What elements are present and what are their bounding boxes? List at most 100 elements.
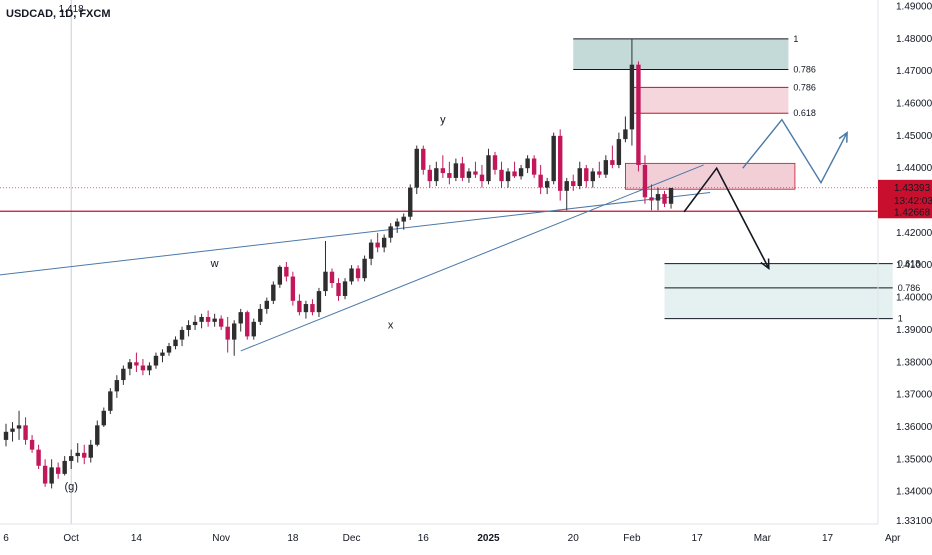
candle-body xyxy=(36,449,41,466)
candle-body xyxy=(29,439,35,450)
candle-body xyxy=(518,168,524,177)
candle-body xyxy=(408,187,413,217)
fib-zone xyxy=(664,263,893,319)
wave-label: (g) xyxy=(64,481,77,493)
candle-body xyxy=(55,467,61,474)
candle-body xyxy=(590,171,595,182)
candle-body xyxy=(486,155,491,182)
time-tick-label: 17 xyxy=(692,533,704,544)
candle-body xyxy=(277,266,283,285)
fib-zone xyxy=(631,87,789,114)
candle-body xyxy=(544,181,550,188)
candle-body xyxy=(623,129,628,140)
candle-body xyxy=(368,242,374,259)
price-tick-label: 1.48000 xyxy=(896,34,932,45)
candle-body xyxy=(362,258,367,279)
candle-body xyxy=(69,456,74,461)
candle-body xyxy=(303,304,309,313)
candle-body xyxy=(453,163,459,178)
candle-body xyxy=(238,312,243,324)
candle-body xyxy=(584,168,589,182)
candle-body xyxy=(271,284,276,301)
candle-body xyxy=(192,321,198,326)
candle-body xyxy=(668,187,674,204)
vertical-marker-label: 1.418 xyxy=(59,4,84,15)
time-tick-label: Apr xyxy=(885,533,901,544)
candle-body xyxy=(290,276,296,301)
candle-body xyxy=(492,155,498,170)
candle-body xyxy=(564,181,569,191)
time-tick-label: 2025 xyxy=(477,533,500,544)
time-tick-label: 16 xyxy=(418,533,430,544)
candle-body xyxy=(218,318,224,327)
price-tick-label: 1.38000 xyxy=(896,357,932,368)
projection-path-bullish xyxy=(742,118,848,185)
price-tick-label: 1.41000 xyxy=(896,260,932,271)
candle-body xyxy=(95,425,100,445)
candle-body xyxy=(355,268,361,279)
candle-body xyxy=(329,271,335,284)
candle-body xyxy=(505,171,511,182)
candle-body xyxy=(388,226,393,238)
time-tick-label: 14 xyxy=(131,533,143,544)
time-tick-label: 20 xyxy=(568,533,580,544)
candle-body xyxy=(427,169,432,182)
time-tick-label: Mar xyxy=(754,533,772,544)
candle-body xyxy=(538,174,543,188)
candle-body xyxy=(642,164,648,198)
candle-body xyxy=(258,308,263,322)
candle-body xyxy=(662,194,667,204)
candle-body xyxy=(525,158,530,169)
candle-body xyxy=(395,221,400,227)
candle-body xyxy=(121,368,126,381)
candle-body xyxy=(499,169,504,182)
candle-countdown: 13:42:03 xyxy=(894,196,932,207)
price-tick-label: 1.36000 xyxy=(896,422,932,433)
candle-body xyxy=(531,158,537,175)
last-price-value: 1.43393 xyxy=(894,183,931,194)
chart-title: USDCAD, 1D, FXCM xyxy=(6,8,111,20)
candle-body xyxy=(101,410,106,426)
trendline xyxy=(0,191,711,276)
candle-body xyxy=(440,168,446,174)
price-tick-label: 1.42000 xyxy=(896,228,932,239)
candle-body xyxy=(153,355,159,366)
candle-body xyxy=(381,237,387,248)
price-tick-label: 1.33100 xyxy=(896,516,932,527)
candle-body xyxy=(460,163,465,178)
time-tick-label: Nov xyxy=(212,533,230,544)
time-tick-label: 17 xyxy=(822,533,834,544)
fib-level-label: 0.618 xyxy=(898,259,921,269)
price-tick-label: 1.39000 xyxy=(896,325,932,336)
candle-body xyxy=(264,300,269,309)
candle-body xyxy=(160,352,165,356)
candle-body xyxy=(323,271,328,292)
candle-body xyxy=(629,64,635,130)
projection-arrowhead-bearish xyxy=(760,258,770,270)
candle-body xyxy=(225,326,230,340)
projection-arrowhead-bullish xyxy=(838,131,848,143)
fib-level-label: 0.786 xyxy=(793,65,816,75)
price-tick-label: 1.44000 xyxy=(896,163,932,174)
candle-body xyxy=(245,312,250,337)
candle-body xyxy=(199,316,204,322)
candle-body xyxy=(655,194,661,201)
candle-body xyxy=(473,171,478,175)
candle-body xyxy=(23,425,28,440)
price-tick-label: 1.46000 xyxy=(896,99,932,110)
wave-label: y xyxy=(440,114,446,126)
wave-label: x xyxy=(388,319,394,331)
candle-body xyxy=(636,64,641,165)
candle-body xyxy=(147,365,152,371)
candle-body xyxy=(140,365,146,371)
candle-body xyxy=(10,428,15,432)
candle-body xyxy=(479,174,485,182)
candle-body xyxy=(3,431,9,440)
candle-body xyxy=(179,329,185,340)
candle-body xyxy=(649,197,654,201)
candle-body xyxy=(205,316,211,322)
time-tick-label: 18 xyxy=(287,533,299,544)
price-tick-label: 1.47000 xyxy=(896,66,932,77)
